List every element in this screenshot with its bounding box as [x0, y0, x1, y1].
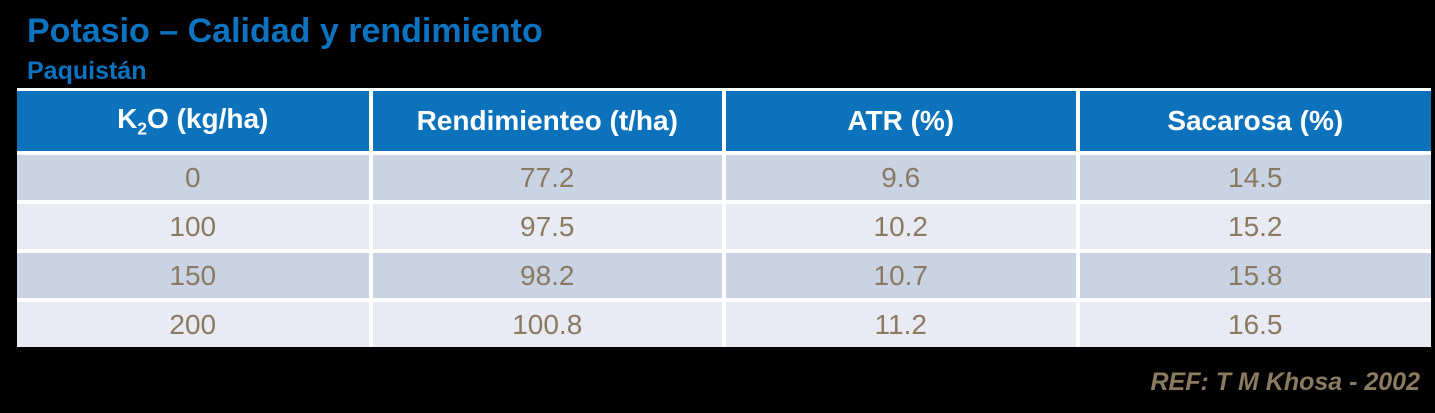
- table-cell: 0: [17, 153, 371, 202]
- table-cell: 16.5: [1077, 300, 1431, 347]
- column-header-atr: ATR (%): [724, 88, 1078, 153]
- reference-text: REF: T M Khosa - 2002: [1150, 368, 1421, 396]
- table-cell: 97.5: [370, 202, 724, 251]
- table-cell: 200: [17, 300, 371, 347]
- table-cell: 150: [17, 251, 371, 300]
- k2o-base: K: [117, 102, 138, 134]
- k2o-rest: O (kg/ha): [147, 102, 269, 134]
- table-cell: 15.8: [1077, 251, 1431, 300]
- table-row: 200 100.8 11.2 16.5: [17, 300, 1431, 347]
- table-row: 100 97.5 10.2 15.2: [17, 202, 1431, 251]
- column-header-sacarosa: Sacarosa (%): [1077, 88, 1431, 153]
- table-cell: 100: [17, 202, 371, 251]
- column-header-rendimiento: Rendimienteo (t/ha): [370, 88, 724, 153]
- table-cell: 10.2: [724, 202, 1078, 251]
- header-row: K2O (kg/ha) Rendimienteo (t/ha) ATR (%) …: [17, 88, 1431, 153]
- table-cell: 100.8: [370, 300, 724, 347]
- table-cell: 11.2: [724, 300, 1078, 347]
- page-subtitle: Paquistán: [27, 57, 147, 85]
- k2o-subscript: 2: [137, 118, 148, 139]
- table-cell: 14.5: [1077, 153, 1431, 202]
- column-header-k2o: K2O (kg/ha): [17, 88, 371, 153]
- table-cell: 98.2: [370, 251, 724, 300]
- table-cell: 10.7: [724, 251, 1078, 300]
- table-row: 150 98.2 10.7 15.8: [17, 251, 1431, 300]
- table-cell: 9.6: [724, 153, 1078, 202]
- data-table: K2O (kg/ha) Rendimienteo (t/ha) ATR (%) …: [17, 88, 1431, 347]
- table-cell: 15.2: [1077, 202, 1431, 251]
- page-title: Potasio – Calidad y rendimiento: [27, 12, 543, 50]
- table-cell: 77.2: [370, 153, 724, 202]
- table-row: 0 77.2 9.6 14.5: [17, 153, 1431, 202]
